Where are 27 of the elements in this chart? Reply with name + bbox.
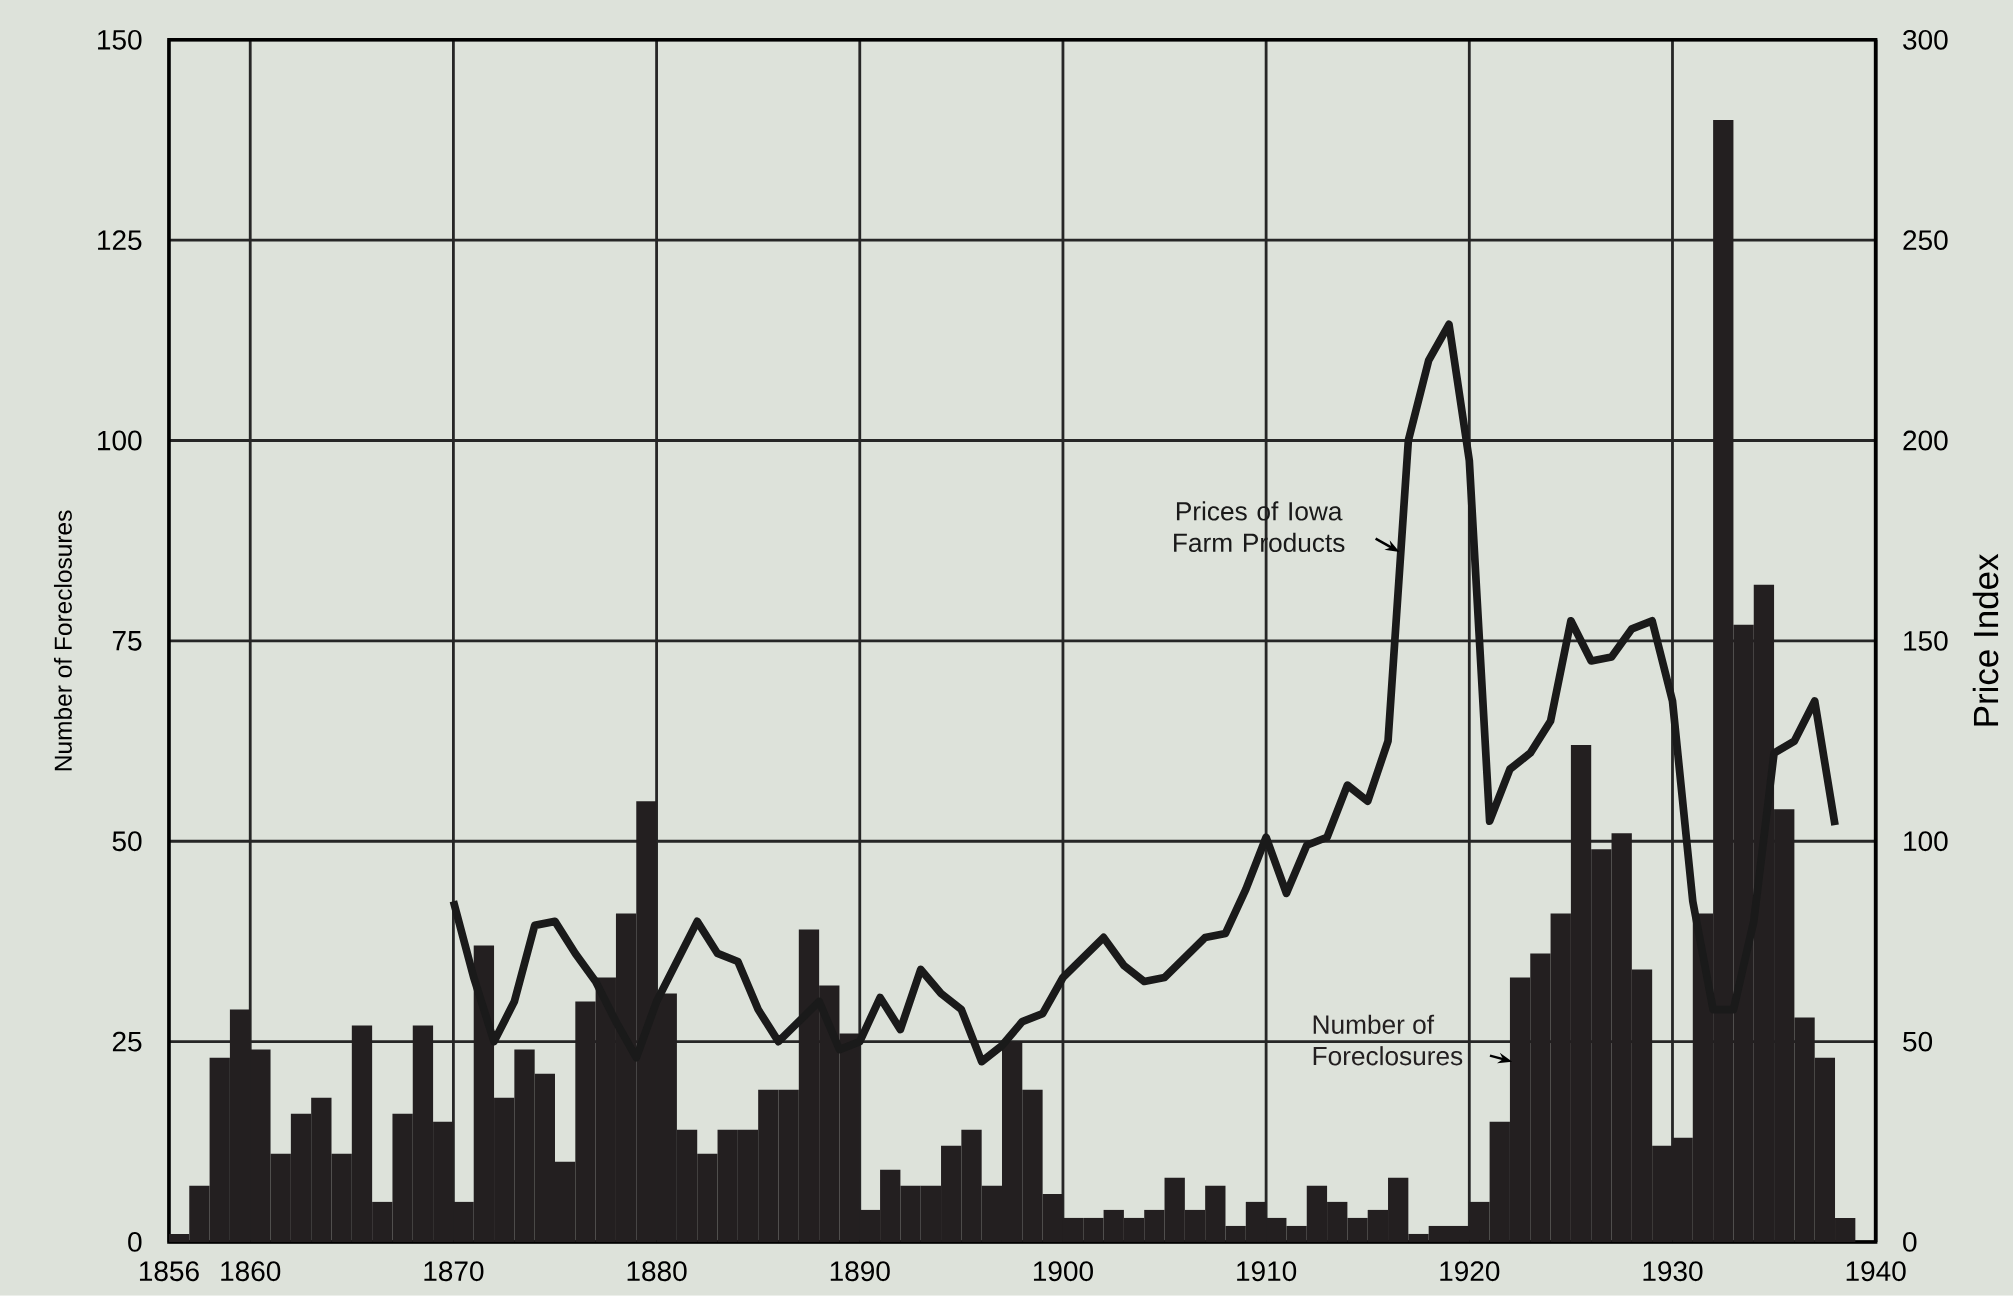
x-tick-label: 1860 xyxy=(221,1261,281,1282)
y-tick-label: 75 xyxy=(112,631,142,651)
y-tick-label: 0 xyxy=(128,1232,142,1253)
x-tick-label: 1920 xyxy=(1440,1261,1500,1282)
y2-tick-label: 0 xyxy=(1903,1232,1917,1253)
x-tick-label: 1880 xyxy=(627,1261,687,1282)
x-tick-label: 1930 xyxy=(1643,1261,1703,1282)
y2-tick-label: 200 xyxy=(1903,430,1948,451)
x-tick-label: 1856 xyxy=(139,1261,199,1282)
series-label: Number of Foreclosures xyxy=(1313,1014,1463,1066)
y-axis-title: Number of Foreclosures xyxy=(53,510,72,771)
x-tick-label: 1910 xyxy=(1237,1261,1297,1282)
y2-tick-label: 50 xyxy=(1903,1031,1933,1052)
y2-tick-label: 250 xyxy=(1903,230,1948,251)
y2-tick-label: 150 xyxy=(1904,631,1948,651)
x-tick-label: 1890 xyxy=(830,1261,890,1282)
y-tick-label: 50 xyxy=(112,831,142,852)
y-tick-label: 25 xyxy=(112,1031,142,1052)
x-tick-label: 1870 xyxy=(424,1261,484,1282)
y2-axis-title: Price Index xyxy=(1972,553,1999,726)
y2-tick-label: 100 xyxy=(1904,831,1948,852)
y-tick-label: 100 xyxy=(98,430,142,451)
y-tick-label: 125 xyxy=(98,230,142,251)
y2-tick-label: 300 xyxy=(1903,30,1948,50)
x-tick-label: 1940 xyxy=(1846,1261,1906,1282)
y-tick-label: 150 xyxy=(98,30,142,50)
x-tick-label: 1900 xyxy=(1033,1261,1093,1282)
